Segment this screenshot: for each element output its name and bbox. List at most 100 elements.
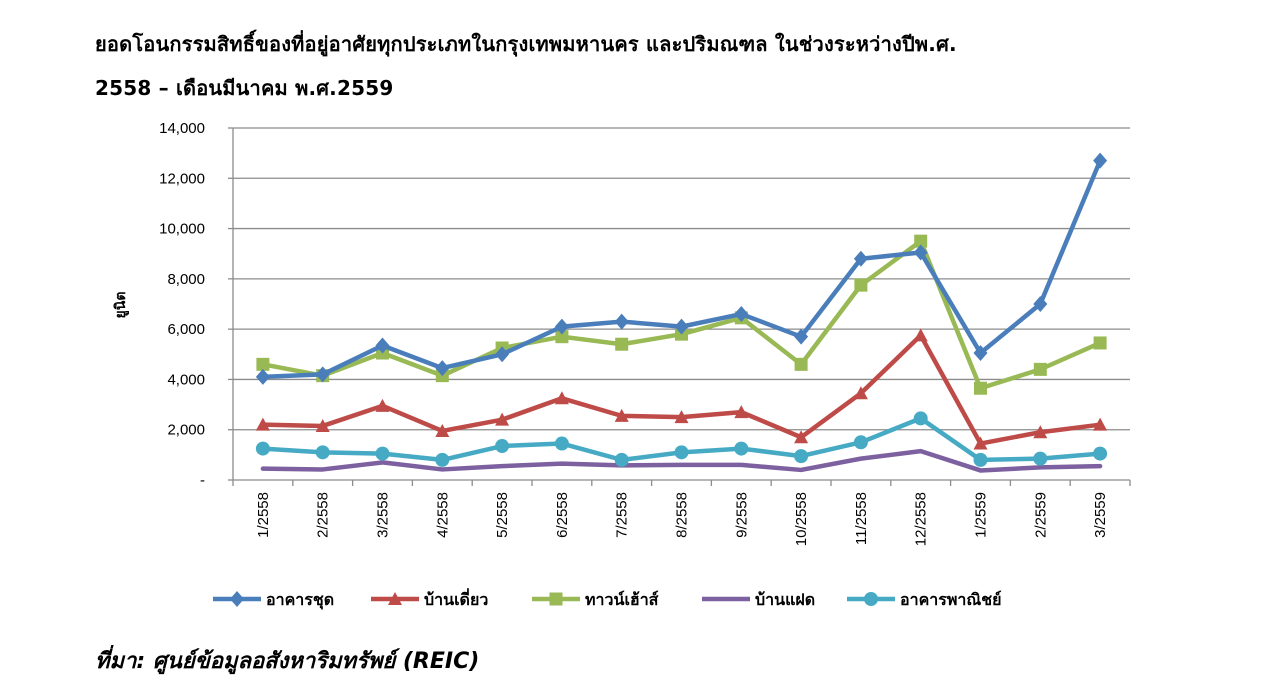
series-3 (256, 234, 1107, 395)
x-tick-label: 6/2558 (554, 492, 571, 538)
legend-item: บ้านเดี่ยว (371, 588, 488, 609)
data-point (674, 318, 689, 335)
data-point (1093, 417, 1108, 431)
data-point (734, 441, 749, 456)
data-point (615, 337, 629, 351)
source-caption: ที่มา: ศูนย์ข้อมูลอสังหาริมทรัพย์ (REIC) (95, 649, 480, 674)
data-point (435, 452, 450, 467)
data-point (913, 411, 928, 426)
data-point (734, 306, 749, 323)
data-point (614, 452, 629, 467)
data-point (256, 357, 270, 371)
x-tick-label: 9/2558 (733, 492, 750, 538)
data-point (734, 405, 749, 419)
data-point (495, 439, 510, 454)
legend-item: อาคารพาณิชย์ (847, 590, 1001, 609)
x-tick-label: 5/2558 (494, 492, 511, 538)
data-point (375, 398, 390, 412)
chart-title-line-2: 2558 – เดือนมีนาคม พ.ศ.2559 (95, 76, 394, 100)
series-5 (255, 411, 1108, 467)
y-tick-label: - (200, 472, 205, 489)
data-point (555, 330, 569, 344)
series-line (260, 448, 1103, 473)
y-tick-label: 6,000 (167, 321, 205, 338)
x-tick-label: 2/2558 (315, 492, 332, 538)
data-point (973, 436, 988, 450)
data-point (315, 445, 330, 460)
legend-label: อาคารพาณิชย์ (900, 590, 1001, 609)
data-point (1093, 336, 1107, 350)
data-point (315, 366, 330, 383)
y-tick-label: 12,000 (159, 170, 205, 187)
data-point (435, 423, 450, 437)
data-point (495, 346, 510, 363)
y-tick-label: 4,000 (167, 371, 205, 388)
data-point (973, 345, 988, 362)
axes: - 2,000 4,000 6,000 8,000 10,000 12,000 14,000 1… (159, 120, 1131, 546)
data-point (794, 430, 809, 444)
data-point (913, 244, 928, 261)
x-tick-label: 11/2558 (853, 492, 870, 545)
y-axis-label: ยูนิต (113, 292, 129, 319)
data-point (864, 592, 878, 606)
data-point (794, 357, 808, 371)
data-point (230, 591, 244, 607)
series-line (260, 238, 1103, 391)
data-point (255, 368, 270, 385)
y-tick-label: 2,000 (167, 422, 205, 439)
series-2 (255, 328, 1108, 450)
data-point (794, 449, 809, 464)
data-point (1093, 152, 1108, 169)
data-point (255, 441, 270, 456)
legend-item: อาคารชุด (213, 590, 334, 610)
legend: อาคารชุด บ้านเดี่ยว ทาวน์เฮ้าส์ บ้านแฝด อาคา… (213, 588, 1001, 610)
data-point (554, 436, 569, 451)
data-point (1033, 362, 1047, 376)
x-tick-label: 7/2558 (614, 492, 631, 538)
chart-title-line-1: ยอดโอนกรรมสิทธิ์ของที่อยู่อาศัยทุกประเภท… (95, 32, 957, 56)
x-tick-label: 3/2559 (1092, 492, 1109, 538)
x-tick-label: 10/2558 (793, 492, 810, 546)
y-tick-label: 8,000 (167, 271, 205, 288)
series-1 (255, 152, 1108, 385)
legend-item: ทาวน์เฮ้าส์ (532, 590, 659, 609)
data-point (255, 417, 270, 431)
data-point (554, 318, 569, 335)
data-point (914, 234, 928, 248)
legend-label: ทาวน์เฮ้าส์ (585, 590, 659, 609)
data-point (614, 408, 629, 422)
data-point (853, 435, 868, 450)
series-lines (255, 152, 1108, 473)
data-point (674, 410, 689, 424)
data-point (375, 337, 390, 354)
data-point (435, 360, 450, 377)
data-point (554, 391, 569, 405)
x-tick-label: 4/2558 (434, 492, 451, 538)
data-point (614, 313, 629, 330)
series-4 (260, 448, 1103, 473)
legend-label: อาคารชุด (266, 590, 334, 610)
x-tick-label: 8/2558 (674, 492, 691, 538)
data-point (1033, 296, 1048, 312)
data-point (853, 386, 868, 400)
data-point (1033, 451, 1048, 466)
y-tick-label: 14,000 (159, 120, 205, 137)
y-tick-label: 10,000 (159, 221, 205, 238)
data-point (794, 328, 809, 345)
data-point (495, 412, 510, 426)
legend-item: บ้านแฝด (702, 590, 815, 609)
data-point (674, 445, 689, 460)
x-tick-label: 1/2559 (973, 492, 990, 538)
x-tick-label: 2/2559 (1032, 492, 1049, 538)
data-point (853, 250, 868, 267)
data-point (388, 592, 402, 605)
data-point (315, 418, 330, 432)
data-point (549, 592, 563, 606)
data-point (913, 328, 928, 342)
legend-label: บ้านแฝด (755, 590, 815, 609)
data-point (1033, 425, 1048, 439)
x-tick-label: 3/2558 (375, 492, 392, 538)
chart-title: ยอดโอนกรรมสิทธิ์ของที่อยู่อาศัยทุกประเภท… (95, 22, 1215, 110)
x-tick-label: 12/2558 (913, 492, 930, 546)
